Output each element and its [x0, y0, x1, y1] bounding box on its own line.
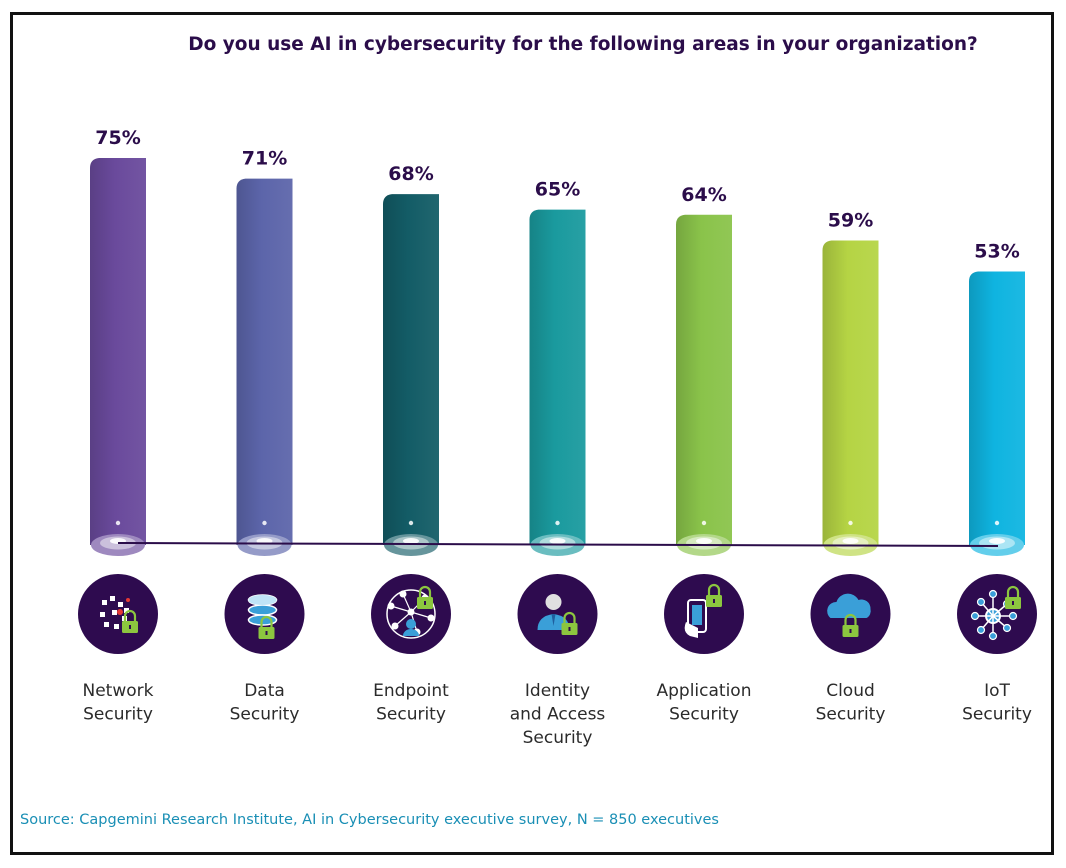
bar-6 — [969, 271, 1025, 545]
bar-sparkle-2 — [408, 520, 414, 526]
bar-sparkle-5 — [848, 520, 853, 526]
bar-base-core-6 — [989, 538, 1005, 544]
bar-2 — [383, 194, 439, 545]
source-note: Source: Capgemini Research Institute, AI… — [20, 812, 719, 828]
iot-hub-lock-icon — [957, 574, 1037, 654]
baseline — [117, 542, 999, 547]
bar-base-core-2 — [403, 538, 419, 544]
bar-sparkle-3 — [555, 520, 560, 526]
bar-4 — [676, 214, 732, 545]
value-label-1: 71% — [242, 148, 287, 170]
mobile-app-lock-icon — [664, 574, 744, 654]
bar-base-core-4 — [696, 538, 712, 544]
endpoint-network-icon — [371, 574, 451, 654]
network-lock-icon — [78, 574, 158, 654]
category-label-5-0: Cloud — [826, 681, 875, 701]
bar-sparkle-4 — [701, 520, 707, 526]
category-label-6-0: IoT — [984, 681, 1010, 701]
category-label-3-2: Security — [523, 728, 593, 748]
bar-3 — [529, 209, 586, 545]
category-label-1-1: Security — [230, 705, 300, 725]
category-label-4-0: Application — [657, 681, 752, 701]
value-label-2: 68% — [388, 163, 433, 185]
value-label-0: 75% — [95, 127, 140, 149]
category-label-2-0: Endpoint — [373, 681, 449, 701]
category-label-1-0: Data — [244, 681, 285, 701]
bar-sparkle-1 — [262, 520, 267, 526]
bar-base-core-5 — [842, 538, 859, 544]
bar-0 — [90, 158, 146, 545]
value-label-6: 53% — [974, 241, 1019, 263]
category-label-4-1: Security — [669, 705, 739, 725]
bar-sparkle-6 — [994, 520, 1000, 526]
bar-1 — [236, 178, 293, 545]
category-label-0-1: Security — [83, 705, 153, 725]
category-label-5-1: Security — [816, 705, 886, 725]
database-lock-icon — [224, 574, 305, 654]
category-label-3-1: and Access — [510, 705, 606, 725]
category-label-2-1: Security — [376, 705, 446, 725]
value-label-5: 59% — [828, 210, 873, 232]
value-label-4: 64% — [681, 184, 726, 206]
cloud-lock-icon — [810, 574, 891, 654]
bar-5 — [822, 240, 879, 545]
user-lock-icon — [517, 574, 598, 654]
category-label-0-0: Network — [83, 681, 154, 701]
value-label-3: 65% — [535, 179, 580, 201]
bar-sparkle-0 — [115, 520, 121, 526]
chart-title: Do you use AI in cybersecurity for the f… — [188, 34, 978, 55]
category-label-3-0: Identity — [525, 681, 590, 701]
bar-base-core-3 — [549, 538, 566, 544]
category-label-6-1: Security — [962, 705, 1032, 725]
